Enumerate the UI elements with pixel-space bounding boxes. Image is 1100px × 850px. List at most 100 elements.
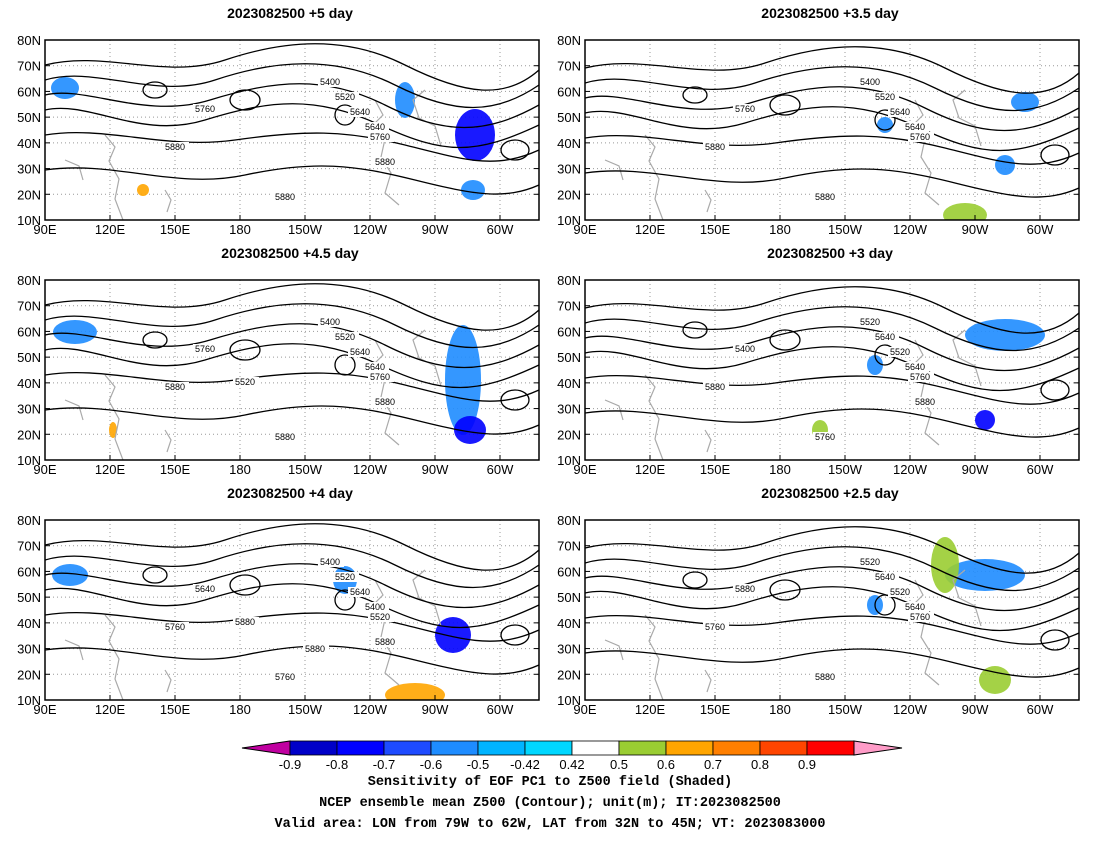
z500-contour — [585, 286, 1079, 334]
contour-label: 5640 — [890, 107, 910, 117]
contour-label: 5880 — [375, 397, 395, 407]
z500-closed-contour — [1040, 629, 1070, 651]
lon-tick-label: 180 — [769, 462, 791, 477]
colorbar-segment — [383, 740, 432, 756]
colorbar-tick-label: 0.42 — [559, 757, 584, 772]
colorbar-segment — [806, 740, 855, 756]
z500-contour — [585, 526, 1079, 574]
contour-label: 5400 — [365, 602, 385, 612]
colorbar-tick-label: -0.7 — [373, 757, 395, 772]
lat-tick-label: 60N — [557, 84, 581, 99]
lat-tick-label: 60N — [557, 564, 581, 579]
contour-label: 5880 — [275, 192, 295, 202]
z500-contour — [45, 543, 539, 589]
contour-label: 5880 — [235, 617, 255, 627]
coastline — [644, 134, 664, 220]
caption-line-1: Sensitivity of EOF PC1 to Z500 field (Sh… — [367, 775, 733, 790]
z500-closed-contour — [334, 589, 356, 611]
z500-contour — [45, 103, 539, 149]
lat-tick-label: 60N — [17, 324, 41, 339]
lon-tick-label: 150E — [160, 222, 191, 237]
z500-contour — [585, 614, 1079, 645]
z500-closed-contour — [874, 594, 896, 616]
z500-contour — [585, 566, 1079, 612]
contour-label: 5400 — [735, 344, 755, 354]
z500-closed-contour — [682, 571, 708, 589]
contour-label: 5640 — [365, 362, 385, 372]
colorbar-tick-label: -0.9 — [279, 757, 301, 772]
contour-label: 5880 — [815, 192, 835, 202]
contour-label: 5520 — [335, 572, 355, 582]
lon-tick-label: 120W — [893, 702, 928, 717]
lon-tick-label: 150W — [828, 222, 863, 237]
coastline — [64, 159, 84, 181]
lon-tick-label: 90W — [962, 702, 989, 717]
lon-tick-label: 120E — [95, 702, 126, 717]
lat-tick-label: 50N — [557, 590, 581, 605]
lon-tick-label: 180 — [229, 702, 251, 717]
sensitivity-shading — [461, 180, 485, 200]
coastline — [644, 374, 664, 460]
colorbar-tick-label: -0.6 — [420, 757, 442, 772]
z500-closed-contour — [500, 389, 530, 411]
contour-label: 5640 — [350, 107, 370, 117]
z500-closed-contour — [769, 94, 801, 116]
sensitivity-shading — [395, 82, 415, 118]
contour-label: 5520 — [860, 317, 880, 327]
coastline — [704, 669, 712, 693]
coastline — [604, 159, 624, 181]
contour-label: 5760 — [735, 104, 755, 114]
contour-label: 5760 — [195, 104, 215, 114]
z500-closed-contour — [1040, 144, 1070, 166]
contour-label: 5880 — [705, 382, 725, 392]
lon-tick-label: 180 — [229, 222, 251, 237]
lat-tick-label: 50N — [17, 350, 41, 365]
colorbar-tick-label: -0.8 — [326, 757, 348, 772]
z500-contour — [45, 165, 539, 195]
lon-tick-label: 120E — [635, 702, 666, 717]
contour-label: 5520 — [890, 347, 910, 357]
colorbar-tick-label: -0.42 — [510, 757, 540, 772]
lat-tick-label: 70N — [17, 539, 41, 554]
contour-label: 5880 — [275, 432, 295, 442]
contour-label: 5520 — [235, 377, 255, 387]
z500-closed-contour — [229, 574, 261, 596]
z500-closed-contour — [142, 81, 168, 99]
coastline — [412, 89, 442, 147]
lat-tick-label: 10N — [557, 453, 581, 468]
map-panel-6: 2023082500 +2.5 day 5520 5640 5520 5640 5760… — [540, 485, 1080, 717]
z500-contour — [585, 408, 1079, 438]
lat-tick-label: 10N — [557, 213, 581, 228]
lon-tick-label: 120E — [635, 462, 666, 477]
coastline — [952, 89, 982, 147]
lon-tick-label: 120W — [353, 462, 388, 477]
lon-tick-label: 60W — [1027, 462, 1054, 477]
z500-contour — [45, 343, 539, 389]
lon-tick-label: 150E — [160, 462, 191, 477]
contour-label: 5640 — [875, 572, 895, 582]
colorbar-segment — [477, 740, 526, 756]
lat-tick-label: 10N — [17, 453, 41, 468]
contour-label: 5760 — [815, 432, 835, 442]
lat-tick-label: 80N — [557, 33, 581, 48]
z500-contour — [585, 346, 1079, 392]
contour-label: 5760 — [165, 622, 185, 632]
coastline — [64, 399, 84, 421]
coastline — [164, 189, 172, 213]
caption-line-3: Valid area: LON from 79W to 62W, LAT fro… — [274, 817, 826, 832]
colorbar-segment — [571, 740, 620, 756]
sensitivity-shading — [1011, 92, 1039, 112]
contour-label: 5640 — [350, 587, 370, 597]
lat-tick-label: 10N — [557, 693, 581, 708]
z500-closed-contour — [769, 579, 801, 601]
colorbar-segment — [336, 740, 385, 756]
contour-label: 5880 — [915, 397, 935, 407]
map-plot: 5400552056405640576057605880588080N70N60… — [557, 33, 1080, 237]
z500-closed-contour — [1040, 379, 1070, 401]
coastline — [372, 99, 400, 206]
colorbar: -0.9 -0.8 -0.7 -0.6 -0.5 -0.42 0.42 0.5 0.6 0.7 0.… — [241, 740, 903, 772]
contour-label: 5520 — [875, 92, 895, 102]
lat-tick-label: 40N — [557, 376, 581, 391]
coastline — [64, 639, 84, 661]
z500-closed-contour — [334, 354, 356, 376]
